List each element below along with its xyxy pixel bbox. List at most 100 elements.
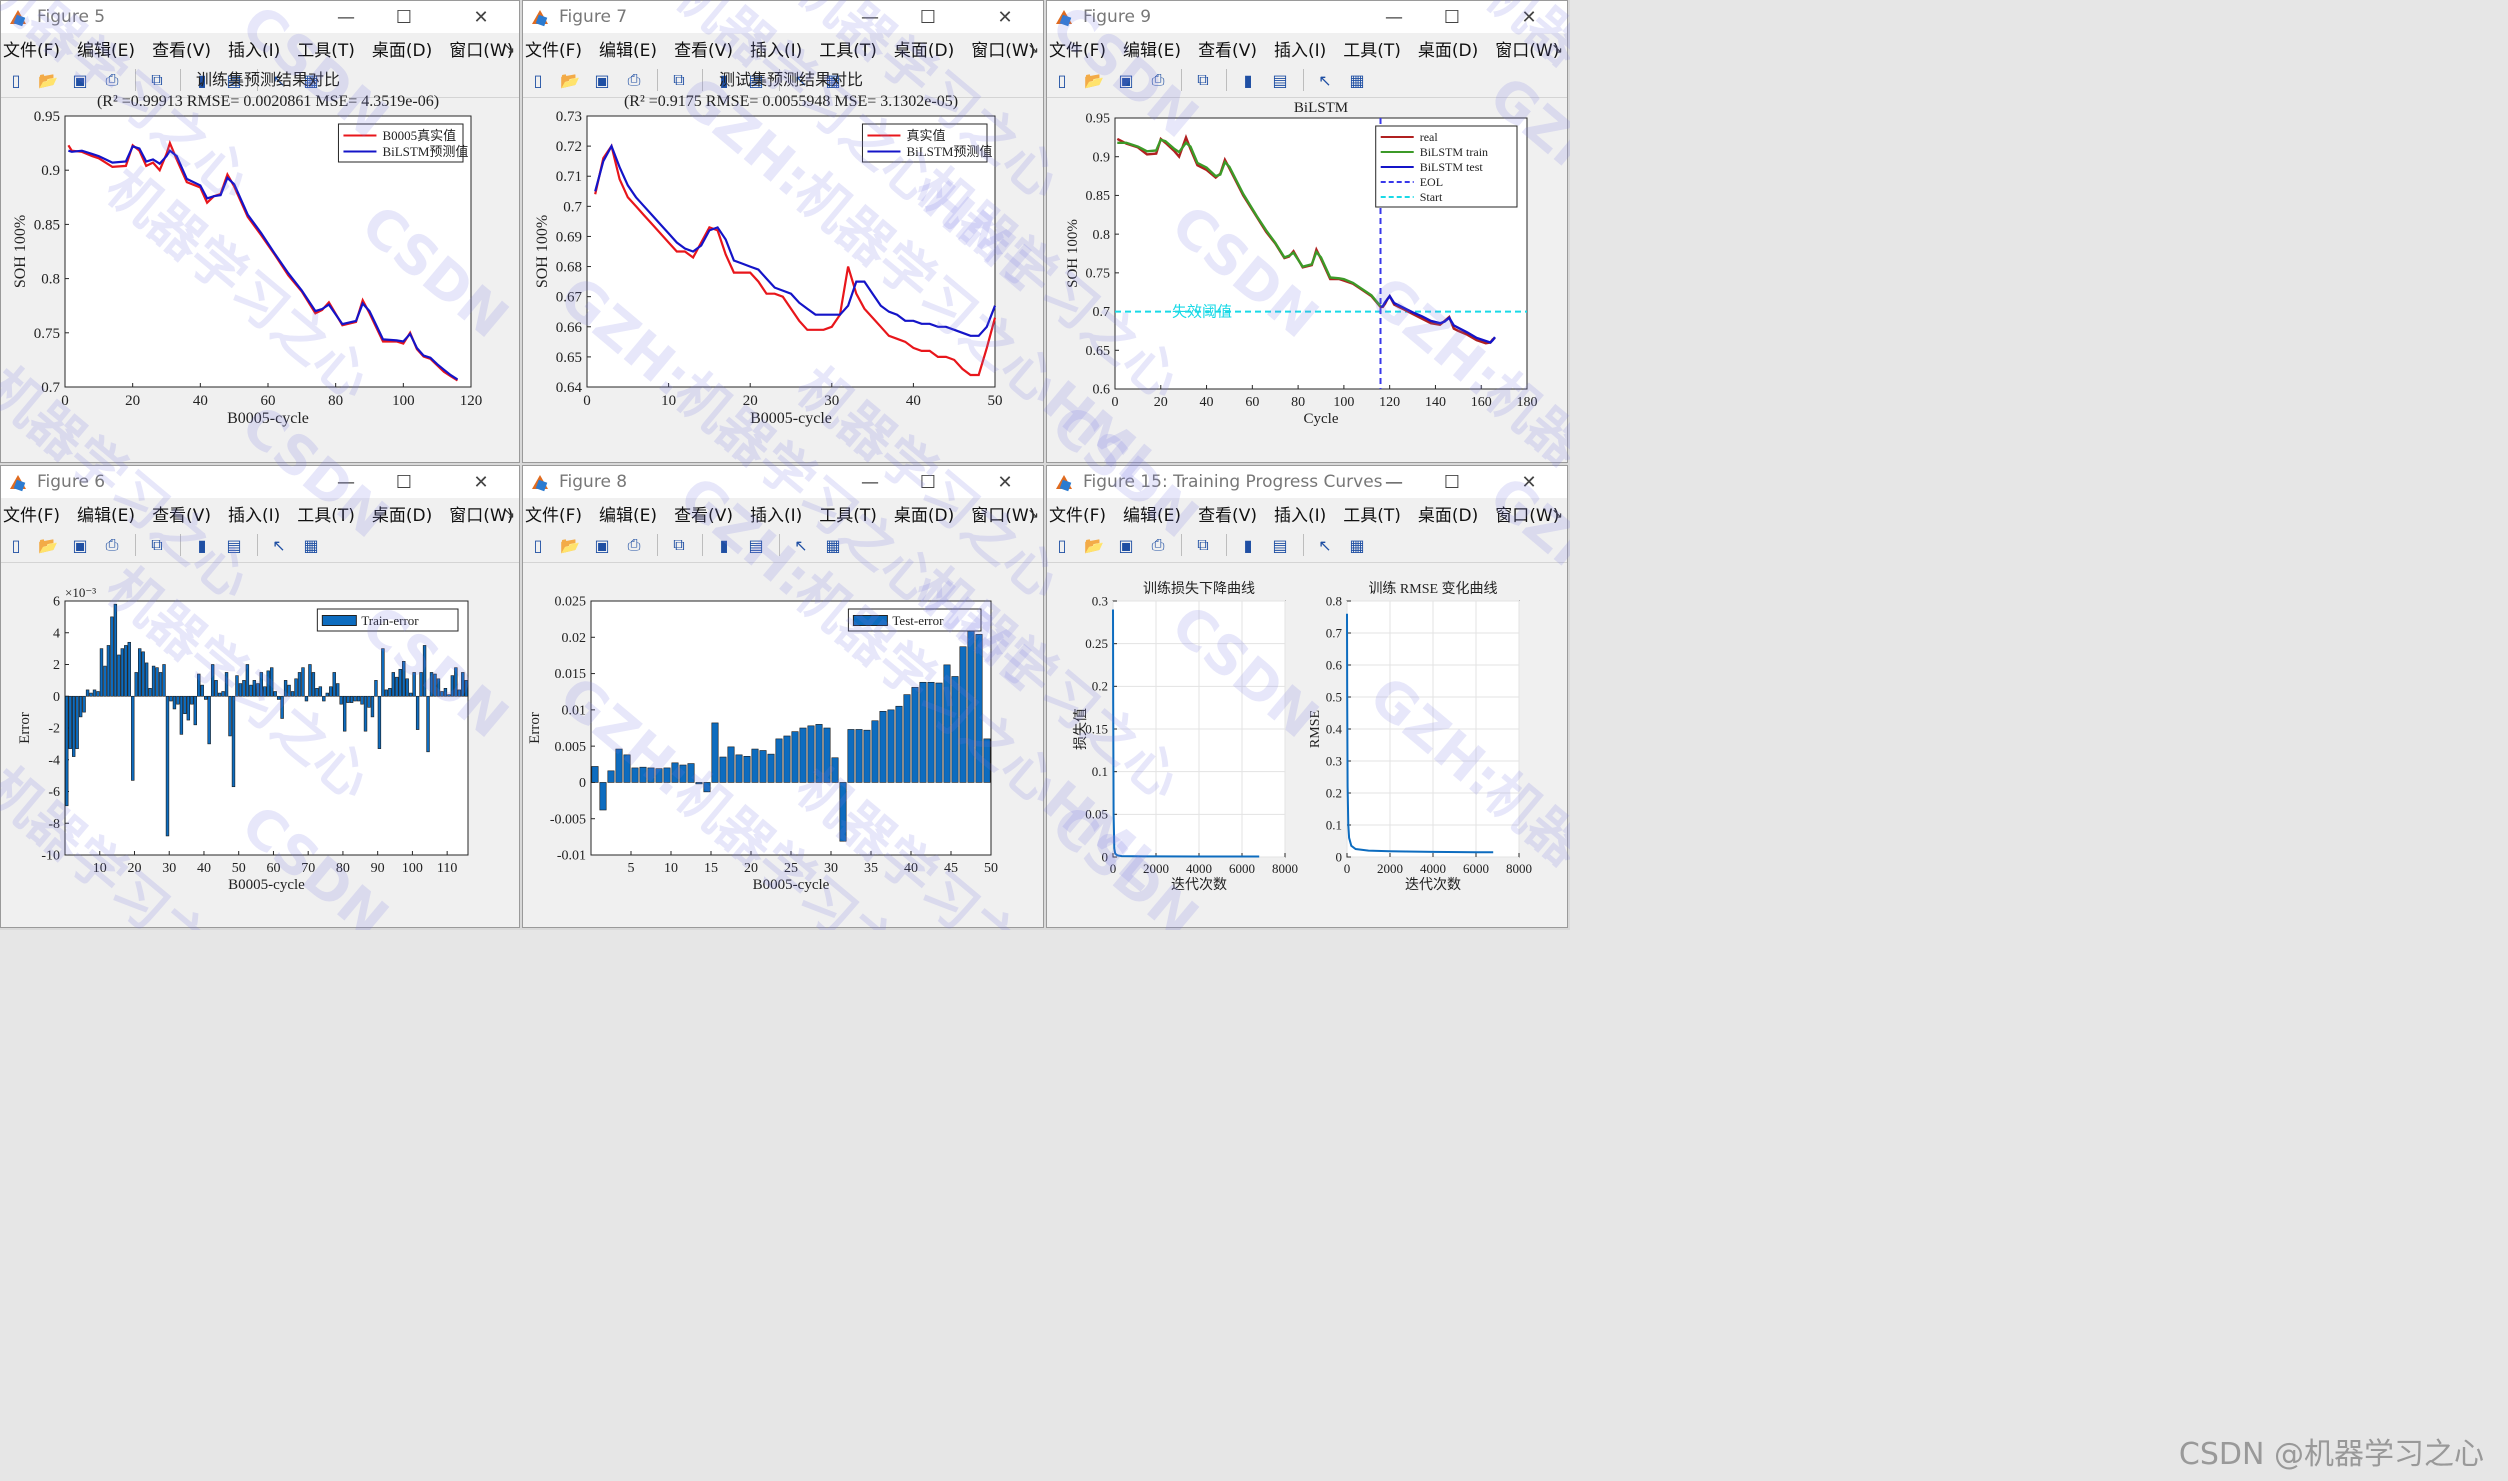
- print-icon[interactable]: ⎙: [627, 535, 641, 554]
- menu-overflow-icon[interactable]: ↘: [503, 41, 515, 57]
- new-figure-icon[interactable]: ▯: [533, 535, 543, 555]
- menu-item[interactable]: 工具(T): [1343, 40, 1401, 61]
- print-icon[interactable]: ⎙: [105, 535, 119, 554]
- colorbar-icon[interactable]: ▮: [719, 70, 729, 90]
- maximize-button[interactable]: ☐: [919, 471, 937, 493]
- link-plot-icon[interactable]: ⧉: [151, 70, 163, 89]
- window-titlebar[interactable]: Figure 8 — ☐ ✕: [523, 466, 1043, 498]
- figure-window-5[interactable]: Figure 5 — ☐ ✕ 文件(F) 编辑(E) 查看(V) 插入(I) 工具(T) 桌面(D…: [0, 0, 520, 463]
- figure-window-8[interactable]: Figure 8 — ☐ ✕ 文件(F) 编辑(E) 查看(V) 插入(I) 工具(T) 桌面(D…: [522, 465, 1044, 928]
- maximize-button[interactable]: ☐: [1443, 6, 1461, 28]
- menu-item[interactable]: 编辑(E): [77, 40, 136, 61]
- close-button[interactable]: ✕: [997, 6, 1013, 28]
- menu-item[interactable]: 窗口(W): [449, 505, 514, 526]
- link-plot-icon[interactable]: ⧉: [1197, 70, 1209, 89]
- colorbar-icon[interactable]: ▮: [719, 535, 729, 555]
- menu-item[interactable]: 桌面(D): [893, 40, 955, 61]
- minimize-button[interactable]: —: [337, 471, 355, 493]
- colorbar-icon[interactable]: ▮: [1243, 70, 1253, 90]
- pointer-icon[interactable]: ↖: [1318, 70, 1332, 90]
- minimize-button[interactable]: —: [861, 6, 879, 28]
- print-icon[interactable]: ⎙: [105, 70, 119, 89]
- open-file-icon[interactable]: 📂: [1084, 70, 1104, 90]
- menu-item[interactable]: 窗口(W): [1495, 505, 1560, 526]
- close-button[interactable]: ✕: [1521, 471, 1537, 493]
- new-figure-icon[interactable]: ▯: [11, 535, 21, 555]
- print-icon[interactable]: ⎙: [627, 70, 641, 89]
- pointer-icon[interactable]: ↖: [1318, 535, 1332, 555]
- property-editor-icon[interactable]: ▦: [1349, 535, 1365, 555]
- save-icon[interactable]: ▣: [72, 535, 88, 555]
- menu-item[interactable]: 文件(F): [3, 505, 61, 526]
- colorbar-icon[interactable]: ▮: [1243, 535, 1253, 555]
- legend-icon[interactable]: ▤: [226, 70, 242, 90]
- window-titlebar[interactable]: Figure 7 — ☐ ✕: [523, 1, 1043, 33]
- close-button[interactable]: ✕: [997, 471, 1013, 493]
- menu-item[interactable]: 插入(I): [227, 505, 281, 526]
- menu-item[interactable]: 窗口(W): [1495, 40, 1560, 61]
- open-file-icon[interactable]: 📂: [38, 535, 58, 555]
- window-titlebar[interactable]: Figure 5 — ☐ ✕: [1, 1, 519, 33]
- menu-item[interactable]: 插入(I): [1273, 40, 1327, 61]
- menu-item[interactable]: 桌面(D): [1417, 505, 1479, 526]
- menu-item[interactable]: 窗口(W): [971, 505, 1036, 526]
- link-plot-icon[interactable]: ⧉: [151, 535, 163, 554]
- property-editor-icon[interactable]: ▦: [303, 535, 319, 555]
- property-editor-icon[interactable]: ▦: [1349, 70, 1365, 90]
- link-plot-icon[interactable]: ⧉: [673, 535, 685, 554]
- print-icon[interactable]: ⎙: [1151, 70, 1165, 89]
- save-icon[interactable]: ▣: [594, 535, 610, 555]
- link-plot-icon[interactable]: ⧉: [1197, 535, 1209, 554]
- save-icon[interactable]: ▣: [594, 70, 610, 90]
- window-titlebar[interactable]: Figure 15: Training Progress Curves — ☐ ✕: [1047, 466, 1567, 498]
- open-file-icon[interactable]: 📂: [38, 70, 58, 90]
- menu-item[interactable]: 查看(V): [674, 40, 733, 61]
- pointer-icon[interactable]: ↖: [794, 70, 808, 90]
- open-file-icon[interactable]: 📂: [560, 70, 580, 90]
- menu-item[interactable]: 编辑(E): [1123, 40, 1182, 61]
- legend-icon[interactable]: ▤: [1272, 70, 1288, 90]
- close-button[interactable]: ✕: [473, 6, 489, 28]
- menu-item[interactable]: 桌面(D): [371, 40, 433, 61]
- print-icon[interactable]: ⎙: [1151, 535, 1165, 554]
- menu-item[interactable]: 工具(T): [819, 505, 877, 526]
- maximize-button[interactable]: ☐: [1443, 471, 1461, 493]
- menu-item[interactable]: 查看(V): [1198, 40, 1257, 61]
- menu-item[interactable]: 窗口(W): [971, 40, 1036, 61]
- menu-overflow-icon[interactable]: ↘: [1027, 506, 1039, 522]
- maximize-button[interactable]: ☐: [395, 6, 413, 28]
- menu-item[interactable]: 查看(V): [152, 505, 211, 526]
- close-button[interactable]: ✕: [473, 471, 489, 493]
- window-titlebar[interactable]: Figure 6 — ☐ ✕: [1, 466, 519, 498]
- legend-icon[interactable]: ▤: [226, 535, 242, 555]
- link-plot-icon[interactable]: ⧉: [673, 70, 685, 89]
- menu-item[interactable]: 编辑(E): [599, 505, 658, 526]
- maximize-button[interactable]: ☐: [395, 471, 413, 493]
- menu-item[interactable]: 桌面(D): [371, 505, 433, 526]
- legend-icon[interactable]: ▤: [1272, 535, 1288, 555]
- menu-item[interactable]: 查看(V): [1198, 505, 1257, 526]
- property-editor-icon[interactable]: ▦: [825, 535, 841, 555]
- menu-overflow-icon[interactable]: ↘: [503, 506, 515, 522]
- menu-item[interactable]: 工具(T): [819, 40, 877, 61]
- pointer-icon[interactable]: ↖: [794, 535, 808, 555]
- new-figure-icon[interactable]: ▯: [1057, 535, 1067, 555]
- menu-overflow-icon[interactable]: ↘: [1551, 506, 1563, 522]
- menu-item[interactable]: 编辑(E): [1123, 505, 1182, 526]
- minimize-button[interactable]: —: [1385, 6, 1403, 28]
- colorbar-icon[interactable]: ▮: [197, 535, 207, 555]
- menu-item[interactable]: 文件(F): [525, 505, 583, 526]
- minimize-button[interactable]: —: [1385, 471, 1403, 493]
- new-figure-icon[interactable]: ▯: [533, 70, 543, 90]
- maximize-button[interactable]: ☐: [919, 6, 937, 28]
- figure-window-7[interactable]: Figure 7 — ☐ ✕ 文件(F) 编辑(E) 查看(V) 插入(I) 工具(T) 桌面(D…: [522, 0, 1044, 463]
- menu-item[interactable]: 插入(I): [227, 40, 281, 61]
- menu-item[interactable]: 窗口(W): [449, 40, 514, 61]
- menu-item[interactable]: 文件(F): [525, 40, 583, 61]
- property-editor-icon[interactable]: ▦: [825, 70, 841, 90]
- new-figure-icon[interactable]: ▯: [1057, 70, 1067, 90]
- menu-item[interactable]: 工具(T): [297, 40, 355, 61]
- menu-item[interactable]: 文件(F): [3, 40, 61, 61]
- menu-overflow-icon[interactable]: ↘: [1027, 41, 1039, 57]
- figure-window-9[interactable]: Figure 9 — ☐ ✕ 文件(F) 编辑(E) 查看(V) 插入(I) 工具(T) 桌面(D…: [1046, 0, 1568, 463]
